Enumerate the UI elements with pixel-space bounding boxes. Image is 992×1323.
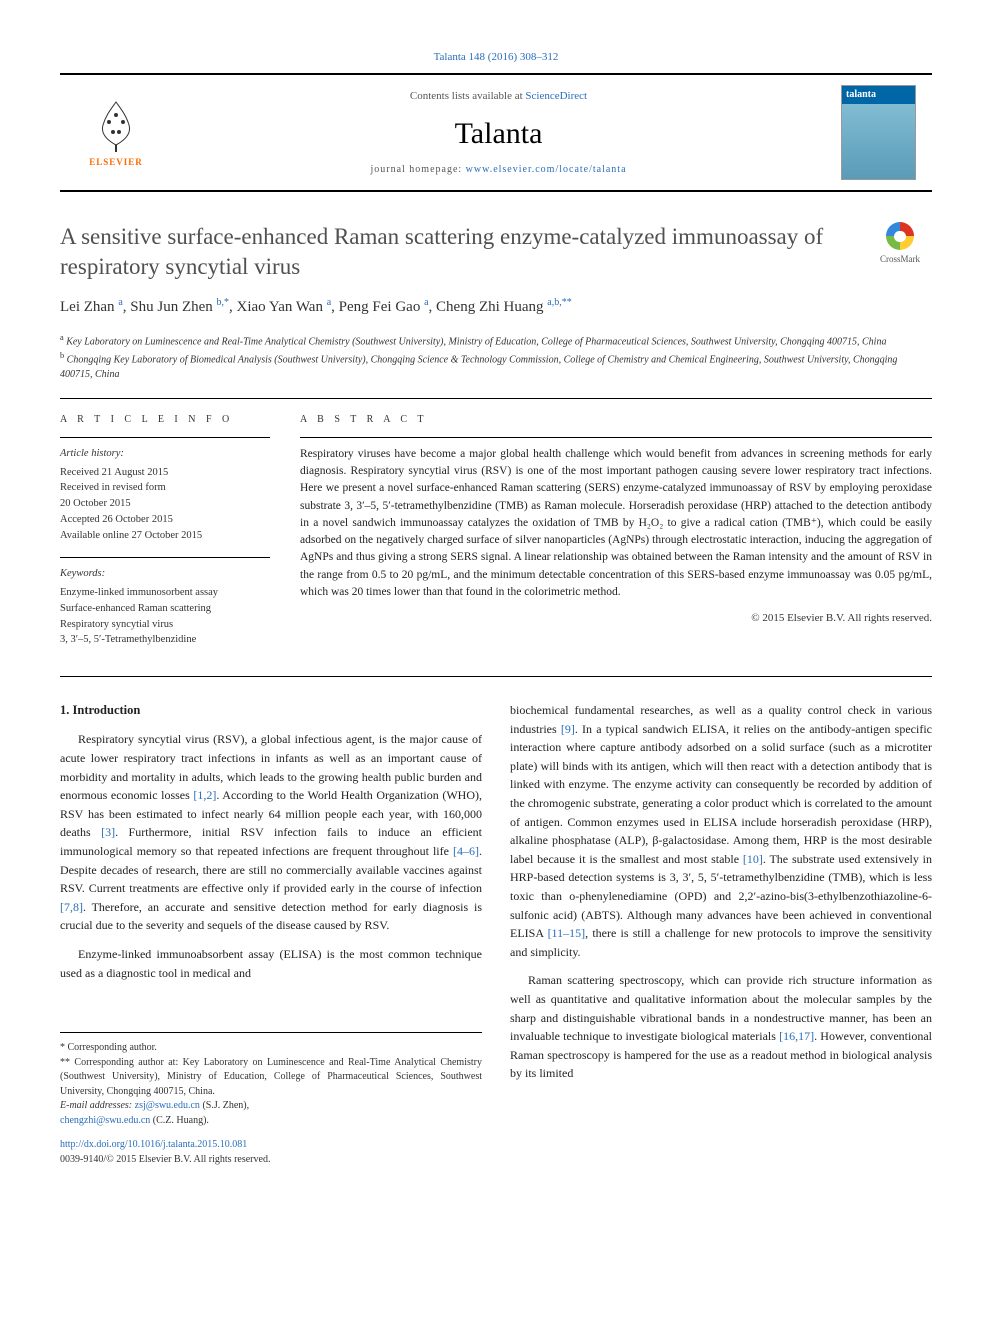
ref-link[interactable]: [9]: [561, 722, 575, 736]
elsevier-text: ELSEVIER: [89, 156, 143, 169]
keyword: Enzyme-linked immunosorbent assay: [60, 585, 270, 601]
contents-line: Contents lists available at ScienceDirec…: [156, 89, 841, 104]
issn-line: 0039-9140/© 2015 Elsevier B.V. All right…: [60, 1153, 482, 1168]
affiliations: a Key Laboratory on Luminescence and Rea…: [60, 332, 932, 382]
abstract-text: Respiratory viruses have become a major …: [300, 437, 932, 601]
history-label: Article history:: [60, 446, 270, 462]
keywords-label: Keywords:: [60, 566, 270, 582]
email-label: E-mail addresses:: [60, 1100, 135, 1111]
article-info-heading: A R T I C L E I N F O: [60, 413, 270, 427]
history-line: 20 October 2015: [60, 496, 270, 512]
keyword: Surface-enhanced Raman scattering: [60, 601, 270, 617]
keyword: Respiratory syncytial virus: [60, 617, 270, 633]
elsevier-tree-icon: [91, 97, 141, 152]
ref-link[interactable]: [10]: [743, 852, 763, 866]
ref-link[interactable]: [11–15]: [548, 926, 586, 940]
column-left: 1. Introduction Respiratory syncytial vi…: [60, 701, 482, 1167]
elsevier-logo[interactable]: ELSEVIER: [76, 88, 156, 178]
abstract-heading: A B S T R A C T: [300, 413, 932, 427]
footnotes: * Corresponding author. ** Corresponding…: [60, 1032, 482, 1167]
journal-name: Talanta: [156, 113, 841, 155]
journal-homepage-link[interactable]: www.elsevier.com/locate/talanta: [466, 164, 627, 175]
doi-link[interactable]: http://dx.doi.org/10.1016/j.talanta.2015…: [60, 1139, 247, 1150]
body-paragraph: Respiratory syncytial virus (RSV), a glo…: [60, 730, 482, 935]
journal-header: ELSEVIER Contents lists available at Sci…: [60, 73, 932, 192]
ref-link[interactable]: [4–6]: [453, 844, 479, 858]
journal-cover-icon[interactable]: talanta: [841, 85, 916, 180]
email-link[interactable]: zsj@swu.edu.cn: [135, 1100, 200, 1111]
body-columns: 1. Introduction Respiratory syncytial vi…: [60, 701, 932, 1167]
corr-author-note: ** Corresponding author at: Key Laborato…: [60, 1056, 482, 1100]
body-paragraph: Enzyme-linked immunoabsorbent assay (ELI…: [60, 945, 482, 982]
abstract: A B S T R A C T Respiratory viruses have…: [300, 413, 932, 662]
citation-link[interactable]: Talanta 148 (2016) 308–312: [60, 50, 932, 65]
authors-line: Lei Zhan a, Shu Jun Zhen b,*, Xiao Yan W…: [60, 296, 932, 318]
journal-homepage-line: journal homepage: www.elsevier.com/locat…: [156, 163, 841, 177]
history-line: Received in revised form: [60, 480, 270, 496]
email-link[interactable]: chengzhi@swu.edu.cn: [60, 1115, 150, 1126]
affiliation-b: Chongqing Key Laboratory of Biomedical A…: [60, 354, 897, 380]
crossmark-icon: [886, 222, 914, 250]
article-title: A sensitive surface-enhanced Raman scatt…: [60, 222, 868, 282]
sciencedirect-link[interactable]: ScienceDirect: [525, 90, 587, 102]
crossmark-badge[interactable]: CrossMark: [868, 222, 932, 266]
corr-author-note: * Corresponding author.: [60, 1041, 482, 1056]
history-line: Received 21 August 2015: [60, 465, 270, 481]
history-line: Available online 27 October 2015: [60, 528, 270, 544]
crossmark-label: CrossMark: [880, 253, 920, 266]
ref-link[interactable]: [1,2]: [193, 788, 216, 802]
body-paragraph: Raman scattering spectroscopy, which can…: [510, 971, 932, 1083]
history-line: Accepted 26 October 2015: [60, 512, 270, 528]
ref-link[interactable]: [3]: [101, 825, 115, 839]
column-right: biochemical fundamental researches, as w…: [510, 701, 932, 1167]
article-info: A R T I C L E I N F O Article history: R…: [60, 413, 270, 662]
body-paragraph: biochemical fundamental researches, as w…: [510, 701, 932, 961]
keyword: 3, 3′–5, 5′-Tetramethylbenzidine: [60, 632, 270, 648]
affiliation-a: Key Laboratory on Luminescence and Real-…: [66, 337, 886, 348]
ref-link[interactable]: [7,8]: [60, 900, 83, 914]
ref-link[interactable]: [16,17]: [779, 1029, 814, 1043]
abstract-copyright: © 2015 Elsevier B.V. All rights reserved…: [300, 611, 932, 626]
section-heading: 1. Introduction: [60, 701, 482, 720]
